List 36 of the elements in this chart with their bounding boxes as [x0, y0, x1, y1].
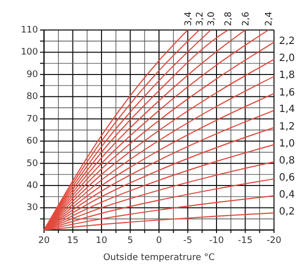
series-label: 2,2 [279, 36, 295, 47]
y-tick-label: 90 [26, 70, 38, 80]
y-tick-label: 100 [20, 48, 38, 58]
x-axis-title: Outside temperatrure °C [103, 253, 215, 263]
series-label: 0,6 [279, 172, 295, 184]
series-label: 2,0 [279, 53, 295, 64]
y-tick-label: 70 [26, 114, 38, 124]
x-tick-label: -10 [209, 236, 224, 246]
x-tick-label: 10 [96, 236, 108, 246]
y-tick-label: 40 [26, 181, 38, 192]
y-tick-label: 30 [26, 203, 38, 214]
x-tick-label: -5 [183, 236, 192, 246]
x-tick-label: 20 [38, 236, 50, 246]
text: 2,4 [264, 11, 274, 26]
y-tick-label: 50 [26, 158, 38, 169]
text: 3,4 [184, 11, 194, 26]
text: 3,2 [195, 12, 206, 26]
series-label: 1,4 [279, 104, 295, 116]
series-label: 1,2 [279, 121, 295, 132]
text: 2,8 [224, 11, 234, 26]
x-tick-label: 15 [67, 236, 78, 246]
y-tick-label: 60 [26, 136, 38, 147]
y-tick-label: 110 [20, 25, 38, 36]
text: 2,6 [241, 11, 252, 26]
x-tick-label: 5 [127, 236, 134, 246]
x-tick-label: -15 [238, 236, 253, 246]
series-label: 1,8 [279, 70, 295, 82]
x-tick-label: -20 [266, 236, 282, 246]
x-tick-label: 0 [156, 236, 162, 246]
series-label: 0,8 [279, 156, 295, 167]
series-label: 1,6 [279, 87, 295, 98]
series-label: 0,4 [279, 190, 295, 201]
text: 3,0 [206, 11, 217, 26]
y-tick-label: 80 [26, 92, 38, 102]
series-label: 0,2 [279, 206, 295, 218]
series-label: 1,0 [279, 138, 295, 150]
